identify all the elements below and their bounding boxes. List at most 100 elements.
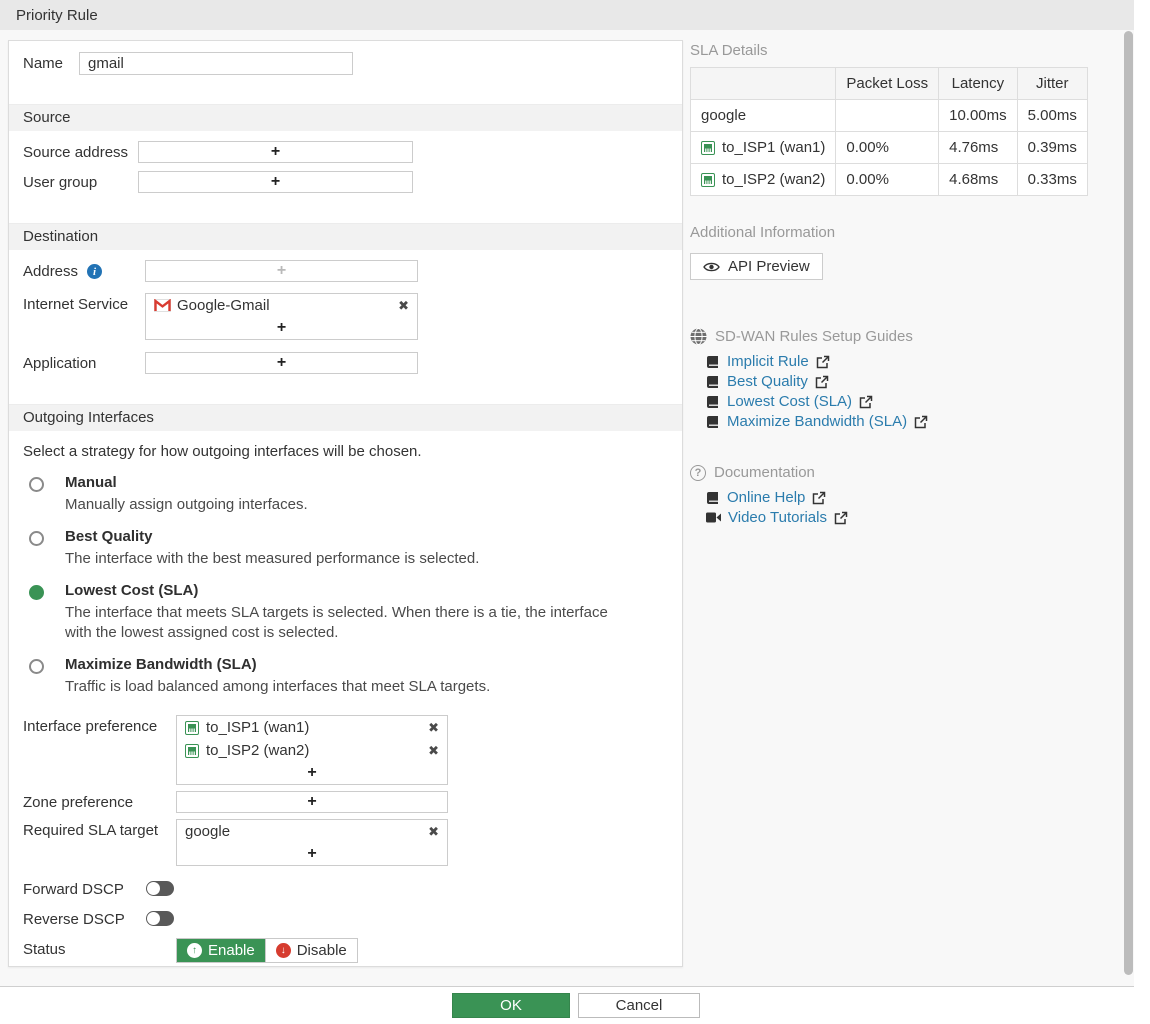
sla-row-name: google bbox=[701, 107, 747, 124]
external-link-icon bbox=[815, 375, 829, 388]
strategy-label: Manual bbox=[65, 474, 117, 491]
book-icon bbox=[707, 415, 718, 428]
ok-button[interactable]: OK bbox=[452, 993, 570, 1018]
page-title: Priority Rule bbox=[16, 6, 98, 24]
interface-item-label: to_ISP2 (wan2) bbox=[206, 742, 310, 759]
priority-rule-form: Name gmail Source Source address + User … bbox=[8, 40, 683, 967]
external-link-icon bbox=[859, 395, 873, 408]
status-disable-button[interactable]: ↓ Disable bbox=[264, 939, 357, 962]
main-area: Name gmail Source Source address + User … bbox=[0, 30, 1134, 986]
zone-preference-label: Zone preference bbox=[23, 794, 134, 811]
internet-service-item: Google-Gmail ✖ bbox=[146, 294, 417, 317]
sla-jitter: 5.00ms bbox=[1016, 99, 1088, 132]
plus-icon: + bbox=[276, 319, 287, 336]
api-preview-label: API Preview bbox=[728, 258, 810, 275]
radio-best-quality[interactable] bbox=[29, 531, 44, 546]
plus-icon: + bbox=[307, 793, 317, 810]
required-sla-label: Required SLA target bbox=[23, 822, 159, 839]
address-label-wrap: Address i bbox=[23, 260, 145, 280]
sla-details-table: Packet Loss Latency Jitter google 10.00m… bbox=[689, 67, 1088, 196]
book-icon bbox=[707, 355, 718, 368]
guide-link[interactable]: Maximize Bandwidth (SLA) bbox=[727, 413, 908, 430]
required-sla-add-button[interactable]: + bbox=[177, 843, 447, 865]
source-address-label: Source address bbox=[23, 144, 129, 161]
zone-preference-add-button[interactable]: + bbox=[176, 791, 448, 813]
strategy-list: Manual Manually assign outgoing interfac… bbox=[9, 474, 682, 697]
internet-service-label: Internet Service bbox=[23, 296, 129, 313]
external-link-icon bbox=[914, 415, 928, 428]
disable-down-arrow-icon: ↓ bbox=[275, 943, 291, 958]
remove-icon[interactable]: ✖ bbox=[428, 720, 439, 735]
remove-icon[interactable]: ✖ bbox=[428, 824, 439, 839]
strategy-lowest-cost[interactable]: Lowest Cost (SLA) The interface that mee… bbox=[23, 582, 668, 643]
internet-service-add-button[interactable]: + bbox=[146, 317, 417, 339]
book-icon bbox=[707, 375, 718, 388]
status-label: Status bbox=[23, 941, 66, 958]
sla-row-name-wrap: to_ISP2 (wan2) bbox=[701, 171, 825, 188]
latency-header: Latency bbox=[938, 67, 1018, 100]
section-outgoing-interfaces: Outgoing Interfaces bbox=[9, 404, 682, 431]
doc-link[interactable]: Online Help bbox=[727, 489, 806, 506]
interface-preference-add-button[interactable]: + bbox=[177, 762, 447, 784]
forward-dscp-toggle[interactable] bbox=[146, 881, 174, 896]
section-destination: Destination bbox=[9, 223, 682, 250]
internet-service-item-label: Google-Gmail bbox=[177, 297, 270, 314]
strategy-desc: The interface with the best measured per… bbox=[65, 550, 480, 567]
remove-icon[interactable]: ✖ bbox=[428, 743, 439, 758]
strategy-desc: The interface that meets SLA targets is … bbox=[65, 604, 608, 641]
radio-manual[interactable] bbox=[29, 477, 44, 492]
sla-packet-loss bbox=[835, 99, 940, 132]
forward-dscp-label: Forward DSCP bbox=[23, 881, 124, 898]
sla-latency: 4.68ms bbox=[938, 163, 1018, 196]
vertical-scrollbar[interactable] bbox=[1124, 31, 1133, 975]
external-link-icon bbox=[834, 511, 848, 524]
user-group-add-button[interactable]: + bbox=[138, 171, 413, 193]
info-icon: i bbox=[87, 264, 103, 279]
doc-link[interactable]: Video Tutorials bbox=[728, 509, 827, 526]
plus-icon: + bbox=[276, 354, 287, 371]
status-enable-button[interactable]: ↑ Enable bbox=[177, 939, 265, 962]
name-input[interactable]: gmail bbox=[79, 52, 353, 75]
interface-icon bbox=[185, 720, 199, 735]
enable-label: Enable bbox=[208, 942, 255, 959]
toggle-knob bbox=[147, 882, 160, 895]
strategy-maximize-bandwidth[interactable]: Maximize Bandwidth (SLA) Traffic is load… bbox=[23, 656, 668, 697]
eye-icon bbox=[703, 262, 720, 271]
toggle-knob bbox=[147, 912, 160, 925]
dialog-titlebar: Priority Rule bbox=[0, 0, 1134, 30]
strategy-manual[interactable]: Manual Manually assign outgoing interfac… bbox=[23, 474, 668, 515]
guide-link[interactable]: Lowest Cost (SLA) bbox=[727, 393, 853, 410]
guide-link-implicit-rule: Implicit Rule bbox=[706, 353, 1120, 370]
radio-maximize-bandwidth[interactable] bbox=[29, 659, 44, 674]
cancel-button[interactable]: Cancel bbox=[578, 993, 700, 1018]
application-label: Application bbox=[23, 355, 97, 372]
remove-icon[interactable]: ✖ bbox=[398, 298, 409, 313]
address-label: Address bbox=[23, 263, 79, 280]
plus-icon: + bbox=[270, 173, 281, 190]
guide-link[interactable]: Best Quality bbox=[727, 373, 808, 390]
guide-link[interactable]: Implicit Rule bbox=[727, 353, 809, 370]
sla-packet-loss: 0.00% bbox=[835, 163, 940, 196]
address-add-button[interactable]: + bbox=[145, 260, 418, 282]
source-address-add-button[interactable]: + bbox=[138, 141, 413, 163]
docs-title-wrap: ? Documentation bbox=[690, 464, 1120, 481]
reverse-dscp-toggle[interactable] bbox=[146, 911, 174, 926]
docs-title: Documentation bbox=[714, 464, 815, 481]
video-camera-icon bbox=[706, 512, 721, 523]
interface-preference-label: Interface preference bbox=[23, 718, 158, 735]
empty-header-cell bbox=[689, 67, 837, 100]
application-add-button[interactable]: + bbox=[145, 352, 418, 374]
strategy-label: Best Quality bbox=[65, 528, 153, 545]
guide-link-maximize-bandwidth: Maximize Bandwidth (SLA) bbox=[706, 413, 1120, 430]
table-row: to_ISP1 (wan1) 0.00% 4.76ms 0.39ms bbox=[689, 131, 1088, 164]
guide-link-best-quality: Best Quality bbox=[706, 373, 1120, 390]
question-icon: ? bbox=[690, 464, 706, 481]
internet-service-box: Google-Gmail ✖ + bbox=[145, 293, 418, 340]
sla-row-name: to_ISP2 (wan2) bbox=[722, 171, 826, 188]
strategy-best-quality[interactable]: Best Quality The interface with the best… bbox=[23, 528, 668, 569]
api-preview-button[interactable]: API Preview bbox=[690, 253, 823, 280]
sla-details-title: SLA Details bbox=[690, 42, 768, 59]
interface-icon bbox=[701, 172, 715, 187]
radio-lowest-cost[interactable] bbox=[29, 585, 44, 600]
plus-icon: + bbox=[307, 845, 317, 862]
